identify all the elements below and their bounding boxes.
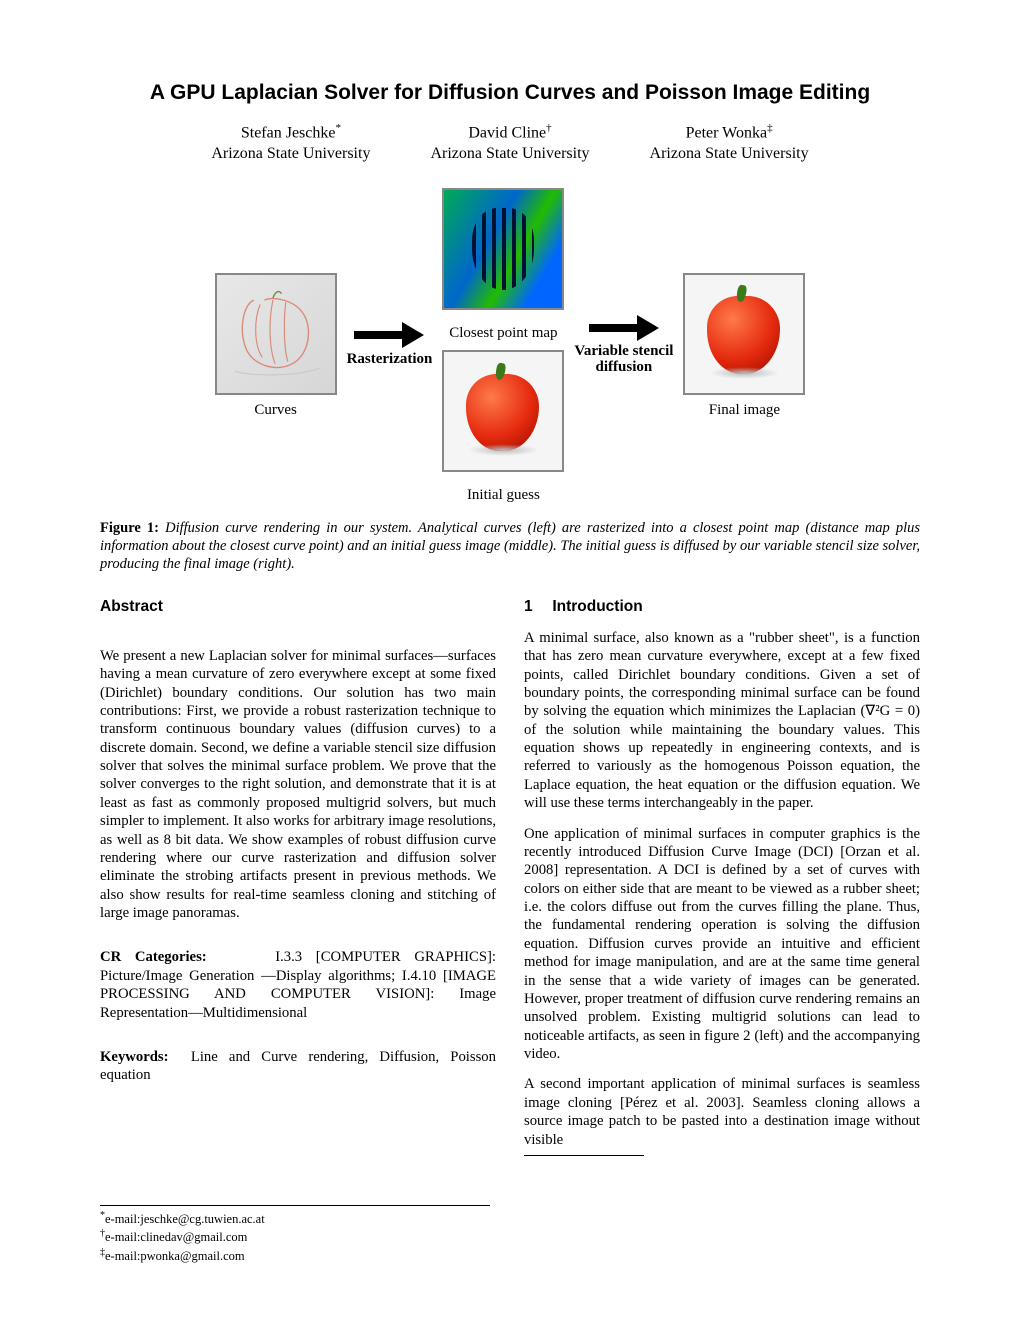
fig-label-vsd: Variable stencil diffusion (574, 343, 673, 376)
caption-label: Figure 1: (100, 520, 159, 536)
fig-arrow2-col: Variable stencil diffusion (574, 317, 673, 376)
intro-p3: A second important application of minima… (524, 1075, 920, 1149)
fig-guess-image (442, 350, 564, 472)
author-sym: * (335, 122, 341, 134)
fig-arrow1-col: Rasterization (347, 324, 433, 369)
keywords: Keywords: Line and Curve rendering, Diff… (100, 1048, 496, 1085)
right-column: 1 Introduction A minimal surface, also k… (524, 597, 920, 1156)
abstract-body: We present a new Laplacian solver for mi… (100, 647, 496, 923)
fig-final-col: Final image (683, 273, 805, 420)
fig-curves-image (215, 273, 337, 395)
fn-text: e-mail:clinedav@gmail.com (105, 1231, 247, 1245)
authors-row: Stefan Jeschke* Arizona State University… (100, 122, 920, 163)
author-2: David Cline† Arizona State University (430, 122, 589, 163)
section-number: 1 (524, 597, 548, 616)
abstract-heading: Abstract (100, 597, 496, 616)
intro-heading: 1 Introduction (524, 597, 920, 616)
author-name-text: David Cline (468, 125, 546, 142)
section-title: Introduction (552, 598, 642, 615)
author-name: Peter Wonka‡ (650, 122, 809, 143)
author-name-text: Peter Wonka (686, 125, 768, 142)
figure-1: Curves Rasterization Closest point map I… (100, 188, 920, 506)
fig-final-image (683, 273, 805, 395)
arrow-icon (354, 324, 424, 346)
fig-curves-col: Curves (215, 273, 337, 420)
left-column: Abstract We present a new Laplacian solv… (100, 597, 496, 1156)
author-affil: Arizona State University (650, 144, 809, 164)
intro-p1: A minimal surface, also known as a "rubb… (524, 629, 920, 813)
cr-label: CR Categories: (100, 949, 207, 965)
footnote-3: ‡e-mail:pwonka@gmail.com (100, 1247, 490, 1265)
pepper-shadow (709, 367, 780, 379)
author-sym: † (546, 122, 552, 134)
curves-svg (222, 281, 328, 387)
arrow-icon (589, 317, 659, 339)
fig-middle-col: Closest point map Initial guess (442, 188, 564, 506)
author-1: Stefan Jeschke* Arizona State University (211, 122, 370, 163)
two-column-body: Abstract We present a new Laplacian solv… (100, 597, 920, 1156)
paper-page: A GPU Laplacian Solver for Diffusion Cur… (0, 0, 1020, 1320)
author-name: Stefan Jeschke* (211, 122, 370, 143)
figure-1-caption: Figure 1: Diffusion curve rendering in o… (100, 519, 920, 573)
footnote-2: †e-mail:clinedav@gmail.com (100, 1228, 490, 1246)
footnotes: *e-mail:jeschke@cg.tuwien.ac.at †e-mail:… (100, 1205, 490, 1266)
footnote-1: *e-mail:jeschke@cg.tuwien.ac.at (100, 1210, 490, 1228)
keywords-label: Keywords: (100, 1049, 169, 1065)
fig-label-final: Final image (709, 401, 780, 420)
fig-cpm-image (442, 188, 564, 310)
pepper-shape (466, 374, 539, 452)
fig-label-guess: Initial guess (467, 486, 540, 505)
author-name: David Cline† (430, 122, 589, 143)
paper-title: A GPU Laplacian Solver for Diffusion Cur… (100, 80, 920, 106)
fig-label-rasterization: Rasterization (347, 350, 433, 369)
fn-text: e-mail:jeschke@cg.tuwien.ac.at (105, 1212, 265, 1226)
fig-label-vsd2: diffusion (596, 359, 653, 376)
fig-label-cpm: Closest point map (449, 324, 557, 343)
fig-label-curves: Curves (254, 401, 297, 420)
column-rule (524, 1155, 644, 1156)
author-affil: Arizona State University (211, 144, 370, 164)
fn-text: e-mail:pwonka@gmail.com (105, 1249, 245, 1263)
pepper-shadow (468, 444, 539, 456)
fig-label-vsd1: Variable stencil (574, 343, 673, 360)
author-3: Peter Wonka‡ Arizona State University (650, 122, 809, 163)
author-name-text: Stefan Jeschke (241, 125, 336, 142)
intro-p2: One application of minimal surfaces in c… (524, 825, 920, 1064)
pepper-shape (707, 296, 780, 374)
author-affil: Arizona State University (430, 144, 589, 164)
cr-categories: CR Categories: I.3.3 [COMPUTER GRAPHICS]… (100, 948, 496, 1022)
caption-text: Diffusion curve rendering in our system.… (100, 520, 920, 572)
author-sym: ‡ (767, 122, 773, 134)
